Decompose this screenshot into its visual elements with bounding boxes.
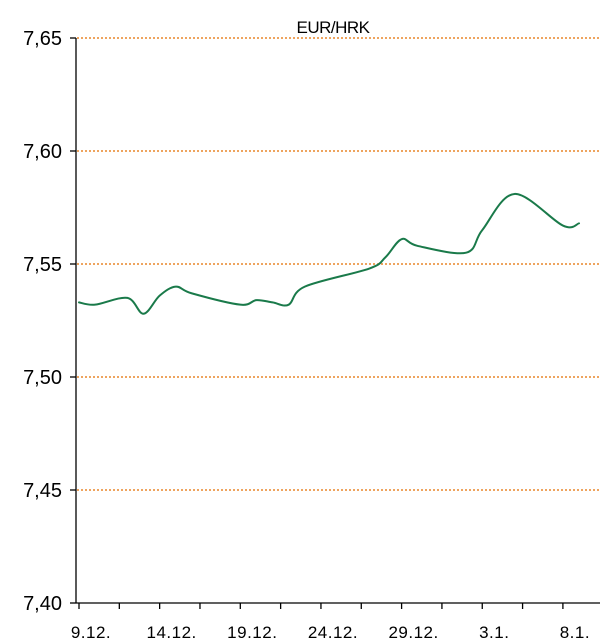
x-tick-label: 24.12. (308, 623, 358, 641)
y-tick-label: 7,45 (23, 480, 62, 502)
x-tick-label: 14.12. (147, 623, 197, 641)
y-tick-label: 7,50 (23, 367, 62, 389)
y-tick-labels: 7,40 7,45 7,50 7,55 7,60 7,65 (23, 28, 62, 615)
x-tick-label: 29.12. (388, 623, 438, 641)
x-tick-label: 19.12. (227, 623, 277, 641)
x-tick-label: 9.12. (71, 623, 111, 641)
axes (70, 37, 600, 609)
series-line-eur-hrk (78, 192, 581, 315)
x-tick-labels: 9.12. 14.12. 19.12. 24.12. 29.12. 3.1. 8.1. (71, 623, 590, 641)
y-tick-label: 7,40 (23, 593, 62, 615)
x-tick-label: 8.1. (560, 623, 590, 641)
y-tick-label: 7,60 (23, 141, 62, 163)
chart-title: EUR/HRK (296, 18, 370, 37)
x-tick-label: 3.1. (479, 623, 509, 641)
gridlines (77, 37, 600, 491)
y-tick-label: 7,65 (23, 28, 62, 50)
series-layer (78, 192, 581, 315)
y-tick-label: 7,55 (23, 254, 62, 276)
